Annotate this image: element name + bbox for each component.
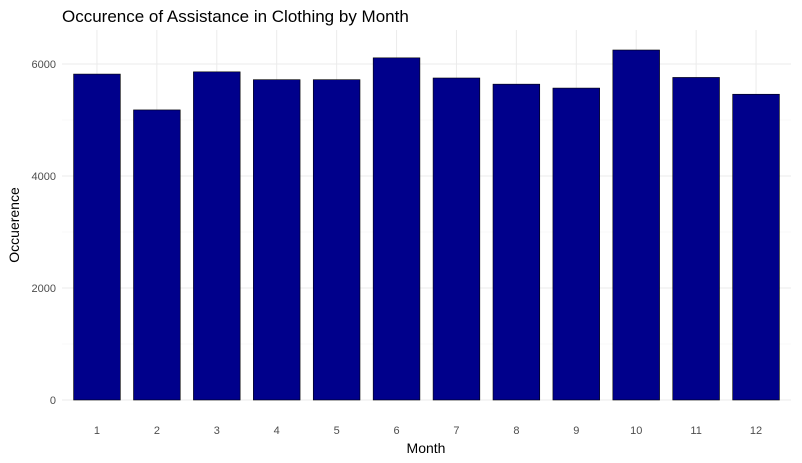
bar-month-9 <box>552 87 600 401</box>
x-tick-label: 7 <box>453 425 459 437</box>
y-tick-label: 6000 <box>32 59 56 71</box>
x-tick-label: 11 <box>690 425 701 437</box>
bar-month-5 <box>312 79 361 401</box>
chart-title: Occurence of Assistance in Clothing by M… <box>62 7 409 26</box>
bar-month-4 <box>253 79 301 401</box>
bar-month-12 <box>732 93 780 401</box>
x-tick-label: 12 <box>750 425 762 437</box>
y-tick-label: 2000 <box>32 283 56 295</box>
bar-month-1 <box>73 73 121 401</box>
x-axis-ticks: 1 2 3 4 5 6 7 8 9 10 11 12 <box>94 425 762 437</box>
x-tick-label: 5 <box>334 425 340 437</box>
y-axis-title: Occuerence <box>6 187 22 263</box>
bars <box>73 49 780 401</box>
x-tick-label: 9 <box>573 425 579 437</box>
bar-month-2 <box>133 109 181 401</box>
x-tick-label: 6 <box>393 425 399 437</box>
x-tick-label: 10 <box>630 425 642 437</box>
y-tick-label: 0 <box>50 395 56 407</box>
bar-month-3 <box>193 71 241 401</box>
bar-month-10 <box>612 49 660 401</box>
bar-month-6 <box>372 57 421 401</box>
x-tick-label: 1 <box>94 425 100 437</box>
y-axis-ticks: 0 2000 4000 6000 <box>32 59 56 407</box>
x-tick-label: 2 <box>154 425 160 437</box>
y-tick-label: 4000 <box>32 171 56 183</box>
x-axis-title: Month <box>407 440 446 456</box>
bar-month-8 <box>492 83 541 401</box>
bar-month-11 <box>672 77 720 401</box>
x-tick-label: 4 <box>274 425 280 437</box>
x-tick-label: 3 <box>214 425 220 437</box>
x-tick-label: 8 <box>513 425 519 437</box>
bar-month-7 <box>432 77 481 401</box>
